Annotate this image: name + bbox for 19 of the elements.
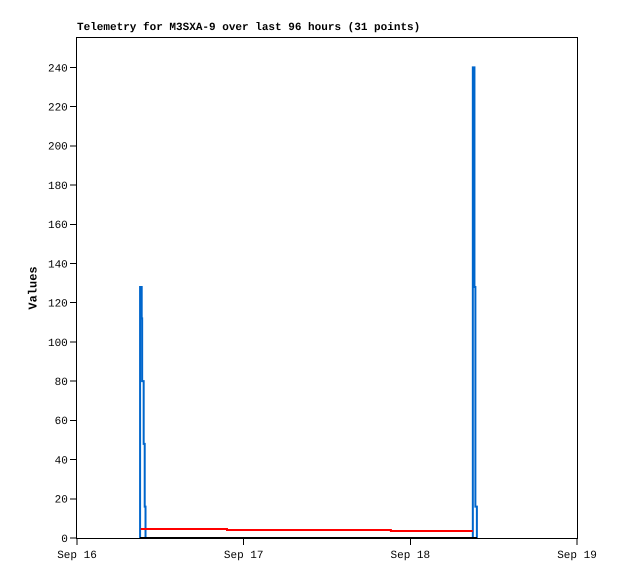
x-tick-label: Sep 18 bbox=[390, 550, 430, 562]
chart-title: Telemetry for M3SXA-9 over last 96 hours (31 points) bbox=[77, 20, 420, 34]
x-tick-label: Sep 17 bbox=[224, 550, 264, 562]
y-tick-label: 200 bbox=[48, 142, 68, 154]
y-tick-label: 80 bbox=[54, 376, 68, 389]
y-tick-label: 120 bbox=[48, 298, 68, 311]
x-tick-label: Sep 16 bbox=[57, 550, 97, 562]
y-tick-label: 40 bbox=[54, 455, 68, 468]
y-tick-label: 20 bbox=[54, 494, 68, 507]
y-tick-label: 220 bbox=[48, 102, 68, 114]
y-tick-label: 160 bbox=[48, 220, 68, 232]
y-tick-label: 0 bbox=[61, 534, 68, 546]
y-tick-label: 140 bbox=[48, 259, 68, 272]
x-tick-label: Sep 19 bbox=[557, 550, 597, 562]
y-axis-title: Values bbox=[26, 266, 40, 310]
y-tick-label: 60 bbox=[54, 416, 68, 428]
y-tick-label: 100 bbox=[48, 338, 68, 350]
y-tick-label: 240 bbox=[48, 63, 68, 76]
y-tick-label: 180 bbox=[48, 180, 68, 193]
